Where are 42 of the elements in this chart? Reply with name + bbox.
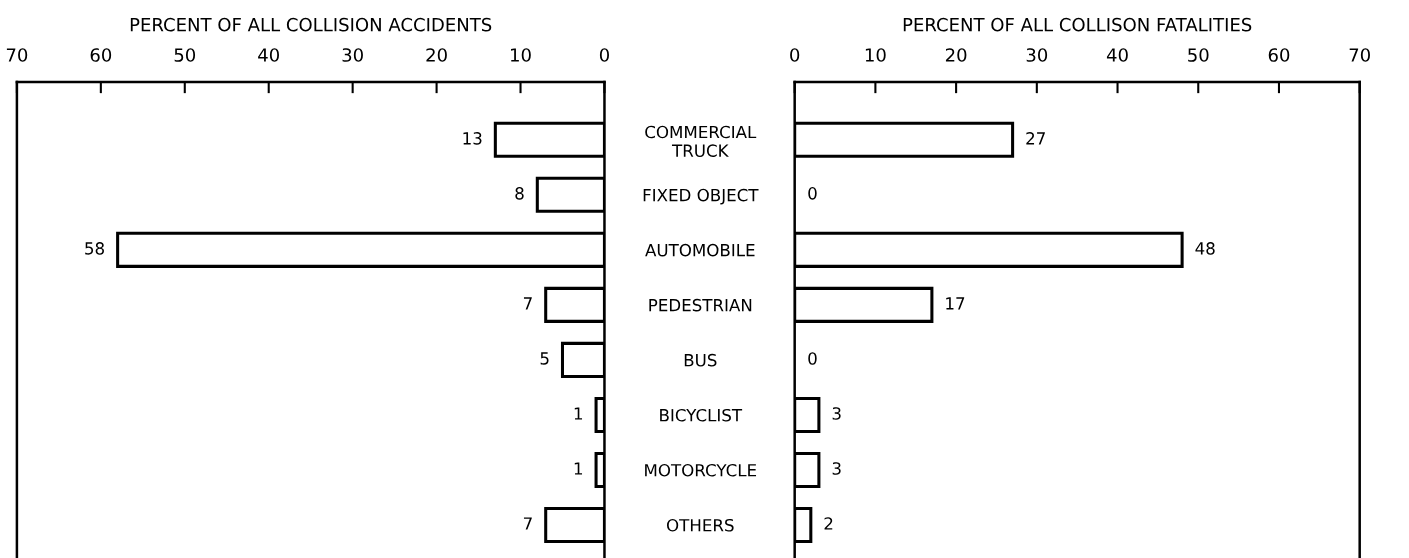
x-tick-label: 60 [1268,48,1290,62]
x-tick-label: 50 [1188,48,1209,62]
y-tick-label: BICYCLIST [660,408,743,422]
data-label: 27 [1026,132,1045,145]
data-label: 8 [515,187,524,200]
data-label: 2 [824,517,833,530]
data-label: 5 [540,352,549,365]
data-label: 17 [946,297,965,310]
x-tick-label: 50 [174,48,196,62]
data-label: 1 [574,462,583,475]
data-label: 7 [523,297,532,310]
data-label: 0 [808,187,817,200]
data-label: 3 [832,462,841,475]
x-tick-label: 10 [865,48,886,62]
x-tick-label: 20 [426,48,447,62]
y-tick-label: MOTORCYCLE [645,463,757,477]
x-tick-label: 0 [790,48,800,62]
x-tick-label: 0 [599,48,610,62]
data-label: 3 [832,407,841,420]
x-tick-label: 60 [90,48,112,62]
data-label: 7 [523,517,532,530]
x-tick-label: 40 [1106,48,1128,62]
y-tick-label: FIXED OBJECT [643,188,759,205]
data-label: 48 [1195,242,1215,255]
y-tick-label: PEDESTRIAN [649,298,752,312]
y-tick-label: COMMERCIAL TRUCK [645,125,757,157]
x-axis-title: PERCENT OF ALL COLLISON FATALITIES [903,17,1252,32]
y-tick-label: AUTOMOBILE [645,243,755,257]
data-label: 0 [808,352,817,365]
x-tick-label: 30 [342,48,363,62]
y-tick-label: OTHERS [666,518,734,532]
x-axis-title: PERCENT OF ALL COLLISION ACCIDENTS [130,17,492,32]
x-tick-label: 70 [6,48,28,62]
x-tick-label: 40 [258,48,279,62]
x-tick-label: 70 [1349,48,1370,62]
y-tick-label: BUS [684,353,717,367]
data-label: 13 [463,132,482,145]
x-tick-label: 20 [945,48,967,62]
x-tick-label: 30 [1026,48,1048,62]
data-label: 58 [85,242,104,255]
x-tick-label: 10 [511,48,531,62]
data-label: 1 [574,407,583,420]
